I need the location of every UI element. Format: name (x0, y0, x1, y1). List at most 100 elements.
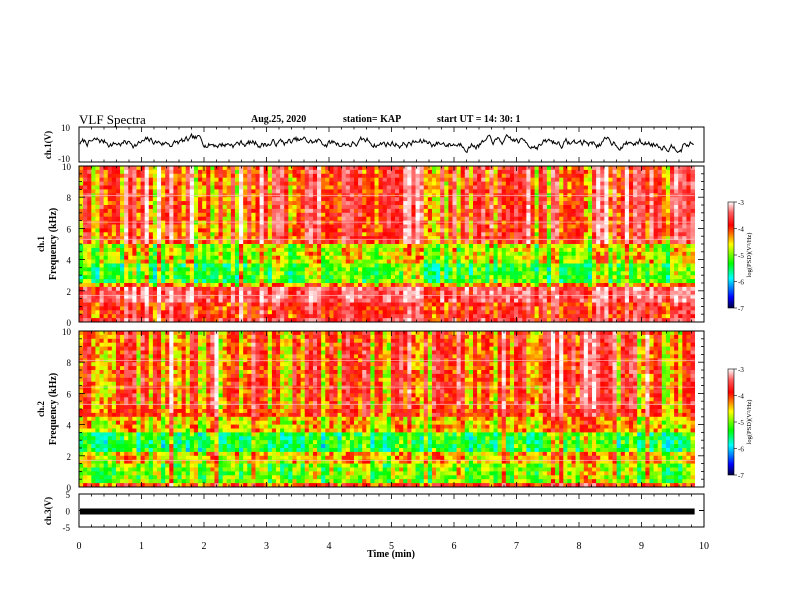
spectrogram-cell (456, 255, 462, 260)
spectrogram-cell (431, 263, 437, 268)
spectrogram-cell (156, 208, 162, 214)
spectrogram-cell (419, 244, 425, 249)
spectrogram-cell (382, 286, 388, 292)
spectrogram-cell (83, 177, 88, 182)
spectrogram-cell (431, 197, 437, 202)
station-label: station= KAP (343, 114, 402, 125)
spectrogram-cell (132, 181, 137, 186)
spectrogram-cell (79, 244, 84, 249)
spectrogram-cell (678, 212, 683, 218)
spectrogram-cell (452, 244, 457, 249)
spectrogram-cell (505, 185, 511, 190)
spectrogram-cell (251, 185, 256, 190)
spectrogram-cell (468, 279, 474, 284)
spectrogram-cell (321, 283, 326, 288)
spectrogram-cell (284, 201, 289, 206)
spectrogram-cell (567, 181, 572, 186)
spectrogram-cell (665, 251, 671, 257)
spectrogram-cell (542, 166, 548, 171)
spectrogram-cell (690, 232, 696, 237)
spectrogram-cell (189, 236, 195, 241)
spectrogram-cell (386, 228, 392, 233)
spectrogram-cell (665, 279, 671, 284)
spectrogram-cell (210, 166, 215, 171)
spectrogram-cell (682, 201, 687, 206)
spectrogram-cell (222, 228, 228, 233)
spectrogram-cell (358, 267, 363, 272)
spectrogram-cell (670, 283, 675, 288)
spectrogram-cell (485, 259, 490, 264)
spectrogram-cell (407, 220, 412, 225)
spectrogram-cell (370, 236, 375, 241)
spectrogram-cell (464, 244, 470, 249)
spectrogram-cell (148, 244, 154, 249)
spectrogram-cell (349, 240, 355, 245)
spectrogram-cell (427, 208, 433, 214)
spectrogram-cell (345, 189, 351, 194)
spectrogram-cell (509, 275, 515, 280)
spectrogram-cell (255, 283, 260, 288)
spectrogram-cell (464, 224, 470, 229)
spectrogram-cell (637, 166, 642, 171)
spectrogram-cell (645, 240, 650, 245)
spectrogram-cell (427, 283, 433, 288)
spectrogram-cell (444, 286, 449, 292)
spectrogram-cell (124, 259, 129, 264)
spectrogram-cell (152, 173, 158, 179)
spectrogram-cell (628, 185, 634, 190)
spectrogram-cell (189, 189, 195, 194)
spectrogram-cell (616, 271, 622, 276)
spectrogram-cell (555, 232, 560, 237)
spectrogram-cell (661, 189, 667, 194)
spectrogram-cell (620, 275, 626, 280)
spectrogram-cell (628, 228, 634, 233)
spectrogram-cell (518, 220, 523, 225)
spectrogram-cell (189, 205, 195, 210)
spectrogram-cell (415, 247, 421, 253)
spectrogram-cell (628, 173, 634, 179)
spectrogram-cell (362, 283, 367, 288)
spectrogram-cell (579, 240, 585, 245)
spectrogram-cell (600, 279, 605, 284)
spectrogram-cell (152, 208, 158, 214)
spectrogram-cell (456, 177, 462, 182)
spectrogram-cell (583, 283, 589, 288)
spectrogram-cell (477, 286, 482, 292)
spectrogram-cell (571, 212, 576, 218)
spectrogram-cell (243, 212, 248, 218)
spectrogram-cell (604, 263, 609, 268)
spectrogram-cell (218, 201, 224, 206)
spectrogram-cell (567, 259, 572, 264)
spectrogram-cell (345, 228, 351, 233)
spectrogram-cell (124, 173, 129, 179)
spectrogram-cell (79, 212, 84, 218)
spectrogram-cell (600, 216, 605, 221)
spectrogram-cell (411, 197, 416, 202)
spectrogram-cell (587, 283, 593, 288)
spectrogram-cell (132, 185, 137, 190)
spectrogram-cell (79, 275, 84, 280)
spectrogram-cell (530, 189, 535, 194)
spectrogram-cell (214, 232, 219, 237)
spectrogram-cell (95, 189, 100, 194)
spectrogram-cell (206, 177, 211, 182)
spectrogram-cell (571, 181, 576, 186)
spectrogram-cell (271, 255, 277, 260)
spectrogram-cell (234, 240, 240, 245)
spectrogram-cell (518, 212, 523, 218)
spectrogram-cell (604, 189, 609, 194)
spectrogram-cell (649, 240, 654, 245)
spectrogram-cell (473, 240, 478, 245)
spectrogram-cell (649, 189, 654, 194)
spectrogram-cell (353, 286, 359, 292)
spectrogram-cell (546, 283, 552, 288)
spectrogram-cell (489, 232, 494, 237)
spectrogram-cell (514, 271, 519, 276)
spectrogram-cell (497, 240, 503, 245)
spectrogram-cell (592, 197, 597, 202)
spectrogram-cell (407, 189, 412, 194)
spectrogram-cell (628, 205, 634, 210)
spectrogram-cell (214, 228, 219, 233)
spectrogram-cell (132, 251, 137, 257)
spectrogram-cell (247, 275, 252, 280)
